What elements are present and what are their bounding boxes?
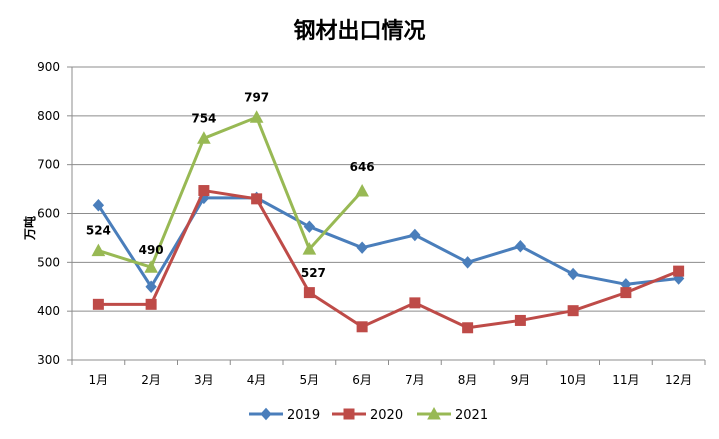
x-tick-label: 4月: [247, 373, 267, 387]
point-2019-7: [409, 228, 421, 242]
x-tick-label: 6月: [352, 373, 372, 387]
x-tick-label: 3月: [194, 373, 214, 387]
x-tick-label: 1月: [89, 373, 109, 387]
point-2019-6: [356, 241, 368, 254]
point-2021-4: [249, 110, 264, 123]
point-2020-2: [145, 298, 157, 310]
x-tick-label: 12月: [665, 373, 692, 387]
point-2020-9: [514, 314, 526, 326]
series-2019: [92, 191, 685, 293]
point-2020-5: [303, 287, 315, 299]
data-labels: 524 490 754 797 527 646: [86, 90, 375, 280]
point-2021-2: [144, 260, 158, 273]
legend-marker: [343, 408, 355, 420]
legend-item-2021: 2021: [417, 406, 488, 423]
y-tick-label: 500: [37, 255, 60, 269]
x-tick-label: 8月: [458, 373, 478, 387]
point-2021-1: [91, 243, 106, 257]
point-2020-3: [198, 185, 210, 197]
legend-marker: [427, 406, 441, 420]
series-group: [91, 110, 685, 334]
data-label-2021-3: 754: [191, 111, 216, 125]
point-2019-2: [145, 280, 157, 293]
data-label-2021-2: 490: [139, 243, 164, 257]
point-2020-8: [462, 322, 474, 334]
point-2021-6: [355, 183, 369, 197]
point-2020-12: [673, 265, 685, 277]
series-line-2021: [97, 115, 364, 269]
y-tick-label: 400: [37, 304, 60, 318]
series-line-2020: [98, 189, 680, 330]
x-tick-label: 11月: [612, 373, 639, 387]
y-tick-label: 600: [37, 207, 60, 221]
y-axis-ticks: 300 400 500 600 700 800 900: [37, 60, 60, 367]
point-2020-4: [251, 193, 263, 205]
legend: 2019 2020 2021: [249, 406, 488, 423]
point-2020-6: [356, 321, 368, 333]
data-label-2021-6: 646: [350, 160, 375, 174]
legend-item-2019: 2019: [249, 407, 320, 423]
data-label-2021-1: 524: [86, 224, 111, 238]
data-label-2021-5: 527: [301, 266, 326, 280]
x-tick-label: 10月: [559, 373, 586, 387]
legend-marker: [260, 407, 272, 421]
series-2020: [92, 185, 685, 334]
point-2019-1: [92, 198, 105, 212]
series-2021: [91, 110, 369, 273]
y-tick-label: 300: [37, 353, 60, 367]
point-2019-8: [461, 256, 474, 269]
point-2020-1: [92, 298, 104, 310]
legend-label: 2021: [455, 408, 488, 423]
point-2020-10: [567, 305, 579, 317]
legend-label: 2020: [370, 408, 403, 423]
point-2019-10: [567, 267, 579, 281]
point-2021-5: [302, 242, 317, 255]
point-2019-5: [303, 220, 316, 233]
legend-item-2020: 2020: [332, 408, 403, 423]
series-line-2019: [97, 196, 679, 289]
y-tick-label: 900: [37, 60, 60, 74]
x-axis-ticks: 1月 2月 3月 4月 5月 6月 7月 8月 9月 10月 11月 12月: [89, 373, 693, 387]
point-2020-7: [409, 297, 421, 309]
point-2021-3: [197, 131, 211, 144]
x-tick-label: 7月: [405, 373, 425, 387]
x-tick-label: 5月: [300, 373, 320, 387]
point-2019-9: [514, 239, 527, 253]
x-tick-label: 9月: [511, 373, 531, 387]
data-label-2021-4: 797: [244, 90, 269, 104]
y-axis-label: 万吨: [22, 216, 37, 241]
chart-title: 钢材出口情况: [293, 18, 425, 44]
y-tick-label: 700: [37, 158, 60, 172]
point-2020-11: [620, 287, 632, 299]
legend-label: 2019: [287, 408, 320, 423]
x-tick-label: 2月: [141, 373, 161, 387]
y-tick-label: 800: [37, 109, 60, 123]
gridlines: [67, 66, 706, 365]
